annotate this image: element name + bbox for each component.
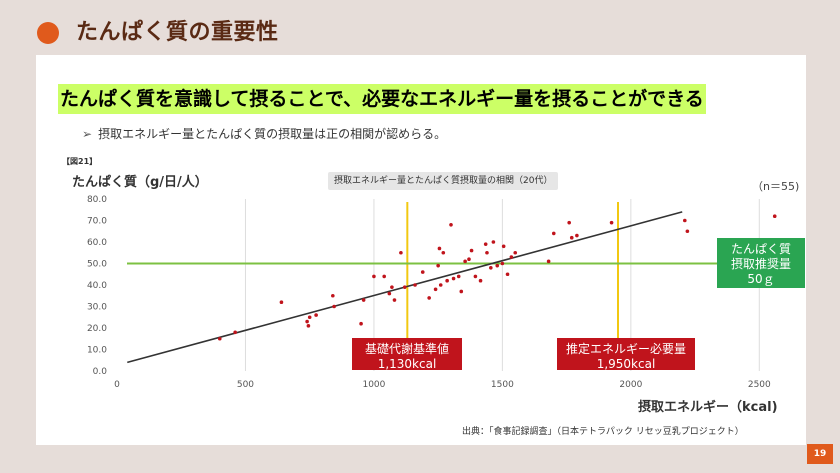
data-point-7 <box>331 293 335 298</box>
data-point-20 <box>427 296 431 300</box>
y-tick-label-7: 70.0 <box>87 217 107 227</box>
y-tick-label-6: 60.0 <box>87 238 107 248</box>
data-point-22 <box>436 263 440 268</box>
data-point-47 <box>551 231 556 236</box>
data-point-40 <box>495 263 500 268</box>
data-point-35 <box>478 278 483 283</box>
data-point-9 <box>359 321 363 326</box>
bullet-point: ➢ 摂取エネルギー量とたんぱく質の摂取量は正の相関が認めらる。 <box>82 125 446 142</box>
data-point-25 <box>441 250 446 255</box>
page-number: 19 <box>807 444 833 464</box>
data-point-19 <box>420 270 425 274</box>
x-tick-label-4: 2000 <box>619 380 642 390</box>
x-axis-title: 摂取エネルギー（kcal) <box>638 400 778 415</box>
data-point-12 <box>382 274 387 279</box>
chart-title: 摂取エネルギー量とたんぱく質摂取量の相関（20代） <box>328 172 559 190</box>
y-tick-label-2: 20.0 <box>87 324 107 334</box>
data-point-1 <box>233 330 237 335</box>
annotation-bmr: 基礎代謝基準値 1,130kcal <box>352 338 462 370</box>
annotation-eer-line2: 1,950kcal <box>596 357 656 370</box>
data-point-0 <box>217 336 222 341</box>
data-point-46 <box>546 259 551 264</box>
annotation-bmr-line1: 基礎代謝基準値 <box>364 342 449 356</box>
data-point-3 <box>305 319 309 324</box>
data-point-2 <box>279 300 284 305</box>
annotation-eer-line1: 推定エネルギー必要量 <box>565 342 686 356</box>
data-point-38 <box>489 266 493 270</box>
y-tick-label-3: 30.0 <box>87 303 107 313</box>
data-point-50 <box>575 233 579 238</box>
data-point-18 <box>413 283 417 287</box>
data-point-51 <box>609 220 614 225</box>
data-point-16 <box>399 250 403 255</box>
data-point-33 <box>469 248 474 253</box>
data-point-17 <box>402 285 407 289</box>
data-point-53 <box>685 229 690 234</box>
data-point-21 <box>433 287 438 292</box>
page-title: たんぱく質の重要性 <box>76 20 279 45</box>
data-point-29 <box>456 274 461 279</box>
y-tick-label-0: 0.0 <box>93 367 108 377</box>
headline: たんぱく質を意識して摂ることで、必要なエネルギー量を摂ることができる <box>58 84 706 114</box>
data-point-10 <box>361 298 366 302</box>
data-point-11 <box>372 274 376 279</box>
annotation-protein-rda: たんぱく質 摂取推奨量 50ｇ <box>717 238 805 288</box>
data-point-31 <box>463 259 467 264</box>
x-tick-label-5: 2500 <box>748 380 771 390</box>
x-tick-label-0: 0 <box>114 380 120 390</box>
data-point-8 <box>332 304 336 309</box>
data-point-45 <box>513 250 518 255</box>
data-point-5 <box>307 315 312 320</box>
data-point-49 <box>569 235 574 240</box>
data-point-14 <box>390 285 394 289</box>
annotation-eer: 推定エネルギー必要量 1,950kcal <box>557 338 695 370</box>
data-point-39 <box>491 240 496 244</box>
data-point-52 <box>683 218 687 223</box>
content-panel <box>36 55 806 445</box>
annotation-rda-line2: 摂取推奨量 <box>730 257 791 271</box>
data-point-26 <box>445 278 449 283</box>
data-point-23 <box>437 246 442 251</box>
x-tick-label-3: 1500 <box>491 380 514 390</box>
x-tick-label-2: 1000 <box>362 380 385 390</box>
sample-size-note: （n＝55) <box>752 180 800 193</box>
annotation-bmr-line2: 1,130kcal <box>377 357 437 370</box>
x-tick-label-1: 500 <box>237 380 254 390</box>
data-point-28 <box>451 276 456 281</box>
data-point-36 <box>483 242 488 246</box>
data-point-54 <box>772 214 777 218</box>
annotation-rda-line3: 50ｇ <box>747 272 775 286</box>
data-point-15 <box>392 298 397 302</box>
data-point-42 <box>501 244 506 249</box>
y-tick-label-1: 10.0 <box>87 346 107 356</box>
arrow-bullet-icon: ➢ <box>82 127 93 141</box>
y-tick-label-4: 40.0 <box>87 281 107 291</box>
annotation-rda-line1: たんぱく質 <box>730 242 791 256</box>
data-point-13 <box>387 291 392 296</box>
bullet-text: 摂取エネルギー量とたんぱく質の摂取量は正の相関が認めらる。 <box>98 127 447 141</box>
data-point-41 <box>500 261 505 266</box>
source-citation: 出典：「食事記録調査」（日本テトラパック リセッ豆乳プロジェクト） <box>462 427 744 437</box>
data-point-34 <box>473 274 478 279</box>
header-bullet-icon <box>37 22 59 44</box>
data-point-43 <box>505 272 510 277</box>
data-point-24 <box>438 283 443 287</box>
data-point-4 <box>306 324 311 328</box>
data-point-32 <box>467 257 471 262</box>
data-point-44 <box>509 255 514 259</box>
data-point-6 <box>314 313 318 317</box>
data-point-48 <box>567 220 571 225</box>
y-axis-title: たんぱく質（g/日/人） <box>72 175 208 190</box>
y-tick-label-8: 80.0 <box>87 195 107 205</box>
data-point-30 <box>459 289 464 294</box>
data-point-27 <box>449 223 453 227</box>
data-point-37 <box>485 250 489 255</box>
figure-label: 【図21】 <box>62 157 98 166</box>
y-tick-label-5: 50.0 <box>87 260 107 270</box>
